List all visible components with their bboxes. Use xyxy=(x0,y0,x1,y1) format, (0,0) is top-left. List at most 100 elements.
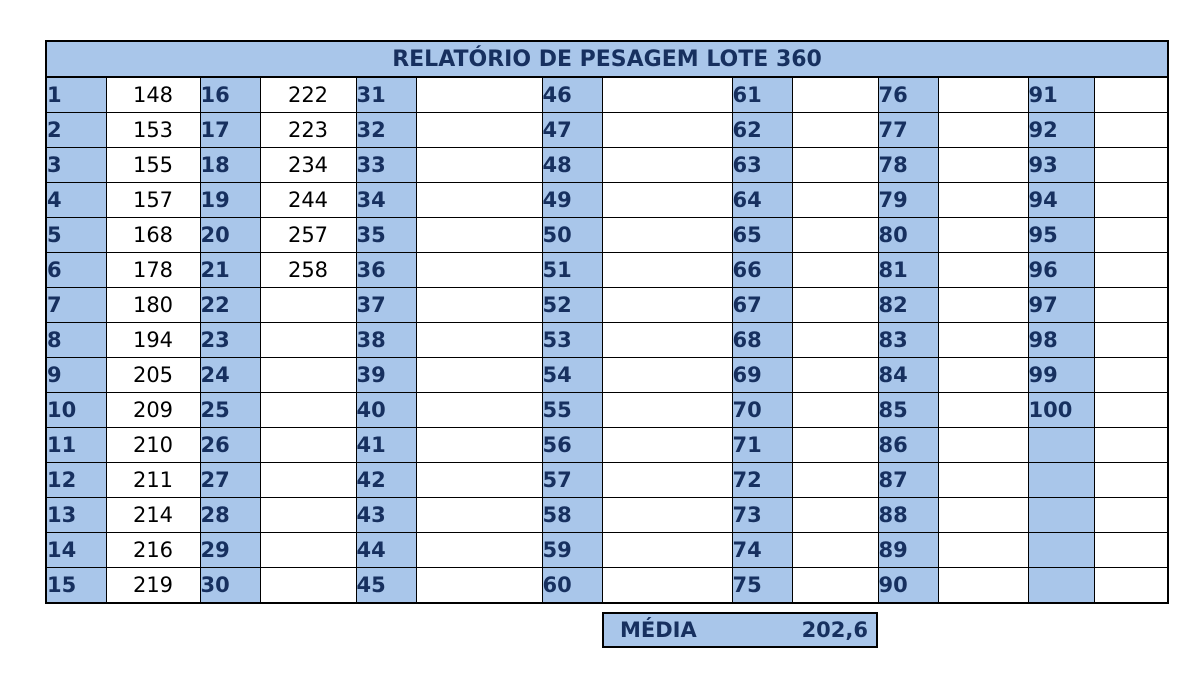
weight-cell[interactable] xyxy=(601,112,733,148)
weight-cell[interactable] xyxy=(415,462,543,498)
weight-cell[interactable]: 155 xyxy=(105,147,201,183)
weight-cell[interactable] xyxy=(415,217,543,253)
weight-cell[interactable] xyxy=(937,567,1029,604)
weight-cell[interactable] xyxy=(259,427,357,463)
weight-cell[interactable] xyxy=(791,217,879,253)
weight-cell[interactable] xyxy=(601,357,733,393)
weight-cell[interactable] xyxy=(791,357,879,393)
weight-cell[interactable] xyxy=(937,357,1029,393)
weight-cell[interactable] xyxy=(1093,427,1169,463)
weight-cell[interactable] xyxy=(259,322,357,358)
weight-cell[interactable] xyxy=(937,112,1029,148)
weight-cell[interactable] xyxy=(791,182,879,218)
weight-cell[interactable] xyxy=(791,462,879,498)
weight-cell[interactable] xyxy=(937,427,1029,463)
weight-cell[interactable]: 194 xyxy=(105,322,201,358)
weight-cell[interactable] xyxy=(601,322,733,358)
weight-cell[interactable] xyxy=(601,252,733,288)
weight-cell[interactable] xyxy=(1093,497,1169,533)
weight-cell[interactable] xyxy=(937,392,1029,428)
weight-cell[interactable] xyxy=(601,427,733,463)
weight-cell[interactable] xyxy=(259,497,357,533)
weight-cell[interactable] xyxy=(415,392,543,428)
weight-cell[interactable]: 219 xyxy=(105,567,201,604)
weight-cell[interactable] xyxy=(415,252,543,288)
weight-cell[interactable] xyxy=(1093,357,1169,393)
weight-cell[interactable]: 178 xyxy=(105,252,201,288)
weight-cell[interactable] xyxy=(1093,112,1169,148)
weight-cell[interactable] xyxy=(791,497,879,533)
weight-cell[interactable] xyxy=(791,567,879,604)
weight-cell[interactable] xyxy=(601,182,733,218)
weight-cell[interactable] xyxy=(1093,147,1169,183)
weight-cell[interactable]: 244 xyxy=(259,182,357,218)
weight-cell[interactable] xyxy=(937,287,1029,323)
weight-cell[interactable] xyxy=(259,532,357,568)
weight-cell[interactable] xyxy=(415,497,543,533)
weight-cell[interactable] xyxy=(415,567,543,604)
weight-cell[interactable] xyxy=(1093,392,1169,428)
weight-cell[interactable] xyxy=(791,147,879,183)
weight-cell[interactable]: 205 xyxy=(105,357,201,393)
weight-cell[interactable] xyxy=(601,532,733,568)
weight-cell[interactable] xyxy=(791,322,879,358)
weight-cell[interactable] xyxy=(601,217,733,253)
weight-cell[interactable] xyxy=(601,76,733,113)
weight-cell[interactable] xyxy=(601,462,733,498)
weight-cell[interactable] xyxy=(1093,217,1169,253)
weight-cell[interactable] xyxy=(937,182,1029,218)
weight-cell[interactable] xyxy=(1093,182,1169,218)
weight-cell[interactable] xyxy=(1093,287,1169,323)
weight-cell[interactable] xyxy=(415,427,543,463)
weight-cell[interactable]: 211 xyxy=(105,462,201,498)
weight-cell[interactable]: 209 xyxy=(105,392,201,428)
weight-cell[interactable] xyxy=(791,392,879,428)
weight-cell[interactable]: 223 xyxy=(259,112,357,148)
weight-cell[interactable]: 234 xyxy=(259,147,357,183)
weight-cell[interactable] xyxy=(415,182,543,218)
weight-cell[interactable]: 180 xyxy=(105,287,201,323)
weight-cell[interactable] xyxy=(937,322,1029,358)
weight-cell[interactable] xyxy=(791,427,879,463)
weight-cell[interactable] xyxy=(1093,322,1169,358)
weight-cell[interactable] xyxy=(791,287,879,323)
weight-cell[interactable] xyxy=(415,532,543,568)
weight-cell[interactable] xyxy=(415,76,543,113)
weight-cell[interactable]: 157 xyxy=(105,182,201,218)
weight-cell[interactable] xyxy=(259,287,357,323)
weight-cell[interactable] xyxy=(601,287,733,323)
weight-cell[interactable] xyxy=(791,112,879,148)
weight-cell[interactable] xyxy=(415,112,543,148)
weight-cell[interactable] xyxy=(1093,567,1169,604)
weight-cell[interactable]: 153 xyxy=(105,112,201,148)
weight-cell[interactable] xyxy=(601,147,733,183)
weight-cell[interactable] xyxy=(937,497,1029,533)
weight-cell[interactable]: 222 xyxy=(259,76,357,113)
weight-cell[interactable] xyxy=(1093,462,1169,498)
weight-cell[interactable] xyxy=(601,392,733,428)
weight-cell[interactable] xyxy=(415,322,543,358)
weight-cell[interactable] xyxy=(937,76,1029,113)
weight-cell[interactable] xyxy=(415,147,543,183)
weight-cell[interactable] xyxy=(791,252,879,288)
weight-cell[interactable] xyxy=(937,217,1029,253)
weight-cell[interactable]: 214 xyxy=(105,497,201,533)
weight-cell[interactable]: 168 xyxy=(105,217,201,253)
weight-cell[interactable] xyxy=(601,497,733,533)
weight-cell[interactable] xyxy=(259,462,357,498)
weight-cell[interactable] xyxy=(1093,76,1169,113)
weight-cell[interactable] xyxy=(415,287,543,323)
weight-cell[interactable]: 216 xyxy=(105,532,201,568)
weight-cell[interactable] xyxy=(259,392,357,428)
weight-cell[interactable] xyxy=(791,532,879,568)
weight-cell[interactable] xyxy=(937,532,1029,568)
weight-cell[interactable] xyxy=(259,567,357,604)
weight-cell[interactable] xyxy=(415,357,543,393)
weight-cell[interactable] xyxy=(1093,252,1169,288)
weight-cell[interactable] xyxy=(937,252,1029,288)
weight-cell[interactable] xyxy=(259,357,357,393)
weight-cell[interactable] xyxy=(601,567,733,604)
weight-cell[interactable]: 210 xyxy=(105,427,201,463)
weight-cell[interactable]: 148 xyxy=(105,76,201,113)
weight-cell[interactable] xyxy=(1093,532,1169,568)
